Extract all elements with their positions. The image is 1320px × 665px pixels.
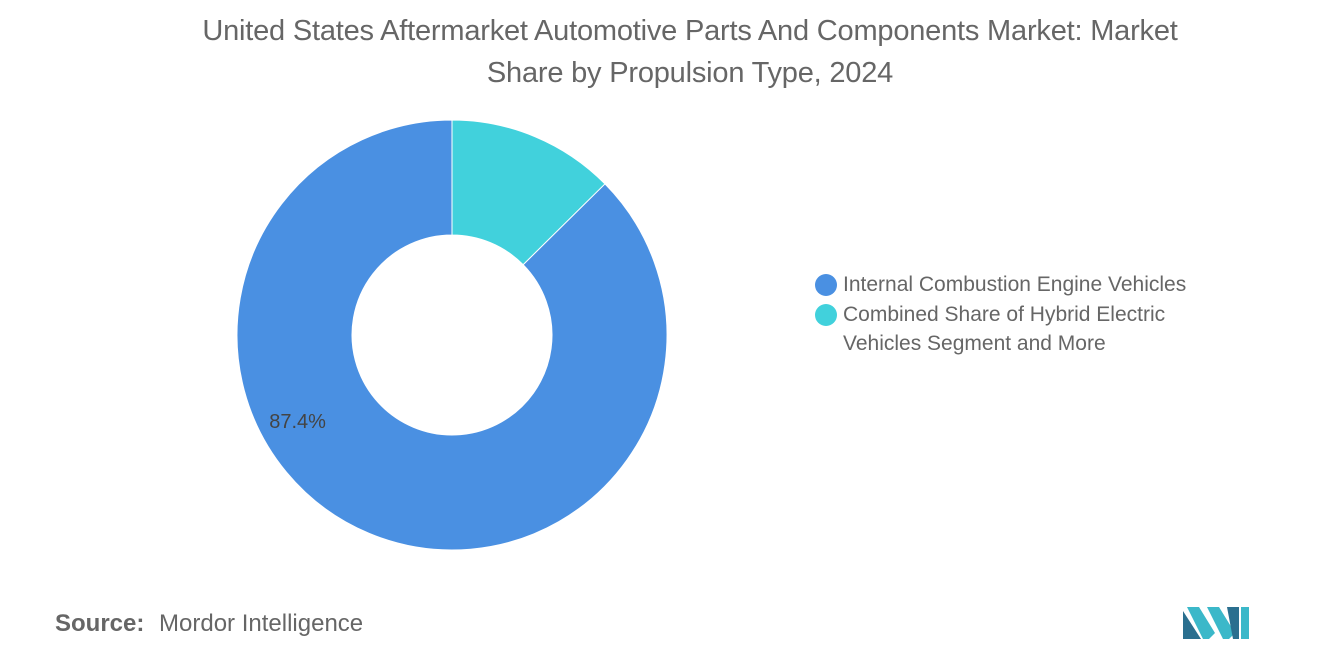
donut-slices — [236, 119, 668, 551]
source-text: Mordor Intelligence — [159, 610, 364, 637]
legend-label-ice-line-1: Internal Combustion Engine Vehicles — [843, 273, 1187, 296]
mordor-intelligence-logo-icon — [1183, 607, 1249, 639]
legend-swatch-ice — [815, 274, 837, 296]
chart-title-line-1: United States Aftermarket Automotive Par… — [202, 15, 1178, 47]
legend-swatch-hybrid — [815, 304, 837, 326]
chart-title-line-2: Share by Propulsion Type, 2024 — [486, 57, 894, 89]
chart-title: United States Aftermarket Automotive Par… — [80, 10, 1300, 94]
donut-slice-labels: 87.4% — [269, 411, 326, 433]
source-label: Source: — [55, 610, 145, 637]
source-note: Source: Mordor Intelligence — [55, 610, 363, 638]
slice-label-ice: 87.4% — [269, 411, 326, 433]
legend-item-ice: Internal Combustion Engine Vehicles — [815, 270, 1255, 299]
chart-legend: Internal Combustion Engine Vehicles Comb… — [815, 270, 1255, 359]
donut-slice-ice — [236, 119, 668, 551]
legend-label-hybrid-line-2: Vehicles Segment and More — [843, 332, 1106, 355]
legend-label-hybrid-line-1: Combined Share of Hybrid Electric — [843, 303, 1166, 326]
legend-item-hybrid: Combined Share of Hybrid Electric Vehicl… — [815, 300, 1255, 358]
